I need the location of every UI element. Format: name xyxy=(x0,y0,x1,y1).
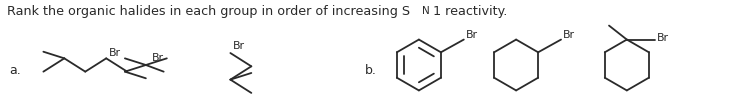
Text: Br: Br xyxy=(152,53,164,63)
Text: a.: a. xyxy=(10,64,22,76)
Text: Br: Br xyxy=(233,41,245,51)
Text: Br: Br xyxy=(563,30,575,40)
Text: b.: b. xyxy=(365,64,377,76)
Text: N: N xyxy=(422,6,430,16)
Text: Br: Br xyxy=(466,30,478,40)
Text: Br: Br xyxy=(109,48,121,58)
Text: Br: Br xyxy=(657,33,669,43)
Text: 1 reactivity.: 1 reactivity. xyxy=(433,4,507,18)
Text: Rank the organic halides in each group in order of increasing S: Rank the organic halides in each group i… xyxy=(7,4,411,18)
